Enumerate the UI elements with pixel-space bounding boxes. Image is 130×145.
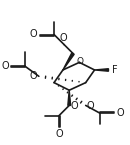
Text: O: O: [76, 57, 83, 66]
Text: O: O: [55, 129, 63, 139]
Polygon shape: [95, 69, 108, 71]
Text: O: O: [30, 29, 37, 39]
Text: F: F: [112, 65, 117, 75]
Text: O: O: [1, 61, 9, 71]
Text: O: O: [87, 101, 94, 111]
Text: O: O: [30, 71, 38, 81]
Polygon shape: [63, 53, 74, 70]
Polygon shape: [68, 90, 71, 105]
Text: O: O: [116, 108, 124, 118]
Text: O: O: [60, 33, 67, 43]
Text: O: O: [70, 101, 78, 111]
